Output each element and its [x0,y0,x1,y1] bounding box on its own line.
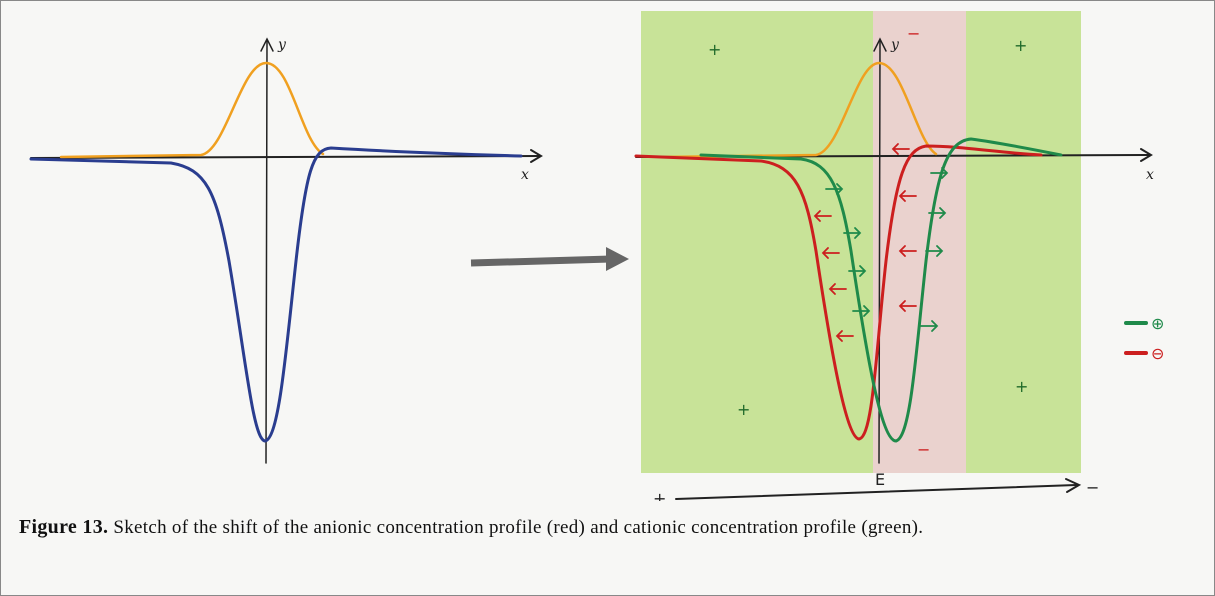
y-axis [265,40,268,464]
x-label: x [521,167,529,183]
caption-text: Sketch of the shift of the anionic conce… [113,517,924,538]
field-end: − [1086,478,1099,497]
field-label: E [875,470,885,489]
x-arrow [1140,148,1153,162]
x-axis [30,155,540,159]
charge-sign: − [907,24,920,43]
red-arrows [813,143,917,342]
caption: Figure 13. Sketch of the shift of the an… [19,511,1194,544]
orange-curve [659,61,938,159]
left-sketch [29,37,543,464]
charge-sign: + [737,400,750,419]
x-arrow [530,149,543,163]
y-label: y [277,37,287,53]
field-arrowhead [1065,478,1082,493]
blue-curve [29,146,523,443]
charge-sign: + [1014,36,1027,55]
legend-entry: ⊕ [1151,314,1164,333]
legend-entry: ⊖ [1151,344,1164,363]
caption-label: Figure 13. [19,516,109,538]
y-arrow [873,37,887,52]
green-arrows [825,167,949,332]
orange-curve [59,61,325,159]
positive-zone [641,11,873,473]
field-start: + [653,489,666,501]
green-curve [699,137,1063,443]
right-sketch [634,37,1153,500]
charge-sign: + [708,40,721,59]
sketch: y x y x + − + + + − [29,11,1164,501]
y-arrow [260,37,274,52]
charge-sign: − [917,440,930,459]
y-label: y [890,37,900,53]
y-axis [878,40,881,464]
charge-sign: + [1015,377,1028,396]
red-curve [634,144,1043,441]
transition-arrowhead [606,247,629,271]
x-label: x [1146,167,1154,183]
field-arrow [675,484,1077,500]
positive-zone [966,11,1081,473]
transition-arrow [470,255,612,267]
